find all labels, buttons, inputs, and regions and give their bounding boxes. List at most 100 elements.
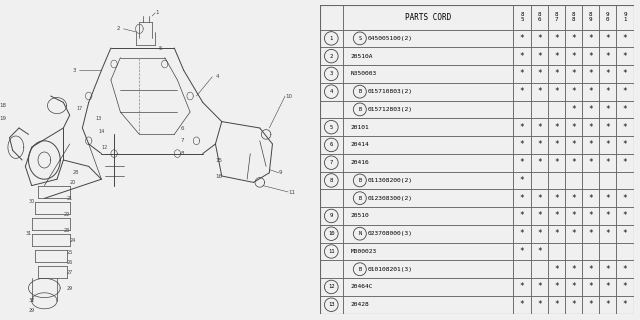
Bar <box>565 278 582 296</box>
Text: *: * <box>537 69 541 78</box>
Bar <box>582 29 599 47</box>
Text: 9: 9 <box>330 213 333 219</box>
Bar <box>513 65 531 83</box>
Text: 11: 11 <box>288 189 295 195</box>
Bar <box>616 5 634 29</box>
Text: *: * <box>588 265 593 274</box>
Bar <box>320 83 342 100</box>
Text: *: * <box>605 283 610 292</box>
Bar <box>599 136 616 154</box>
Text: *: * <box>554 229 559 238</box>
Bar <box>513 154 531 172</box>
Bar <box>531 243 548 260</box>
Bar <box>320 154 342 172</box>
Text: *: * <box>623 52 627 60</box>
Bar <box>548 260 565 278</box>
Text: *: * <box>572 34 576 43</box>
Text: *: * <box>588 229 593 238</box>
Text: 9: 9 <box>279 170 282 175</box>
Text: *: * <box>554 194 559 203</box>
Bar <box>513 296 531 314</box>
Text: 3: 3 <box>72 68 76 73</box>
Text: 16: 16 <box>216 173 223 179</box>
Text: *: * <box>605 158 610 167</box>
Text: *: * <box>537 87 541 96</box>
Bar <box>616 189 634 207</box>
Bar <box>531 29 548 47</box>
Text: 5: 5 <box>159 45 162 51</box>
Text: 20414: 20414 <box>351 142 369 148</box>
Text: 10: 10 <box>328 231 335 236</box>
Bar <box>320 65 342 83</box>
Bar <box>582 278 599 296</box>
Text: 19: 19 <box>0 116 6 121</box>
Text: 5: 5 <box>330 125 333 130</box>
Bar <box>616 172 634 189</box>
Text: 8
9: 8 9 <box>589 12 593 22</box>
Text: 2: 2 <box>330 54 333 59</box>
Bar <box>616 260 634 278</box>
Bar <box>513 225 531 243</box>
Bar <box>599 260 616 278</box>
Text: *: * <box>520 34 524 43</box>
Text: *: * <box>554 69 559 78</box>
Bar <box>565 225 582 243</box>
Text: *: * <box>623 34 627 43</box>
Bar <box>548 83 565 100</box>
Bar <box>548 278 565 296</box>
Text: *: * <box>520 283 524 292</box>
Bar <box>513 83 531 100</box>
Bar <box>565 5 582 29</box>
Bar <box>320 29 342 47</box>
Text: *: * <box>537 212 541 220</box>
Text: *: * <box>605 123 610 132</box>
Bar <box>582 136 599 154</box>
Text: S: S <box>358 36 362 41</box>
Bar <box>616 29 634 47</box>
Bar <box>599 207 616 225</box>
Text: *: * <box>623 105 627 114</box>
Text: 1: 1 <box>156 10 159 15</box>
Text: 11: 11 <box>328 249 335 254</box>
Bar <box>565 296 582 314</box>
Text: B: B <box>358 267 362 272</box>
Bar <box>531 154 548 172</box>
Bar <box>582 83 599 100</box>
Bar <box>320 118 342 136</box>
Bar <box>342 189 513 207</box>
Text: *: * <box>537 158 541 167</box>
Bar <box>342 260 513 278</box>
Text: M000023: M000023 <box>351 249 377 254</box>
Bar <box>531 83 548 100</box>
Bar <box>616 47 634 65</box>
Bar <box>548 225 565 243</box>
Bar <box>548 47 565 65</box>
Text: *: * <box>588 140 593 149</box>
Text: *: * <box>605 212 610 220</box>
Bar <box>582 172 599 189</box>
Bar <box>565 47 582 65</box>
Bar <box>342 278 513 296</box>
Bar <box>531 100 548 118</box>
Text: *: * <box>572 300 576 309</box>
Text: 20416: 20416 <box>351 160 369 165</box>
Text: *: * <box>605 300 610 309</box>
Text: 015712803(2): 015712803(2) <box>368 107 413 112</box>
Text: 12: 12 <box>101 145 108 150</box>
Text: *: * <box>554 158 559 167</box>
Text: *: * <box>588 123 593 132</box>
Bar <box>548 154 565 172</box>
Text: 12: 12 <box>328 284 335 290</box>
Text: 8
8: 8 8 <box>572 12 575 22</box>
Bar <box>582 260 599 278</box>
Text: *: * <box>605 69 610 78</box>
Text: 32: 32 <box>29 298 35 303</box>
Bar <box>599 100 616 118</box>
Text: *: * <box>520 194 524 203</box>
Text: B: B <box>358 89 362 94</box>
Text: *: * <box>623 283 627 292</box>
Bar <box>342 243 513 260</box>
Text: *: * <box>554 87 559 96</box>
Text: *: * <box>623 140 627 149</box>
Bar <box>342 136 513 154</box>
